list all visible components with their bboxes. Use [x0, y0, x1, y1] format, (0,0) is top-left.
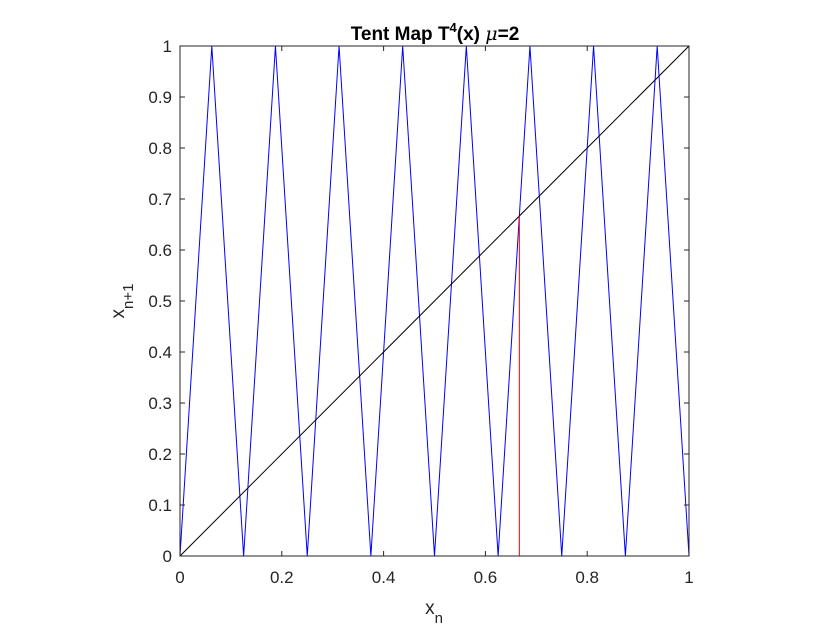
- x-tick-label: 1: [684, 568, 693, 587]
- y-tick-label: 0.7: [148, 190, 172, 209]
- title-mu-symbol: μ: [485, 23, 497, 45]
- x-tick-label: 0.6: [474, 568, 498, 587]
- identity-diagonal-line: [179, 45, 690, 557]
- x-tick-label: 0.8: [575, 568, 599, 587]
- y-tick-label: 0: [163, 547, 172, 566]
- y-tick-label: 0.6: [148, 241, 172, 260]
- title-superscript: 4: [450, 20, 458, 35]
- y-tick-label: 0.1: [148, 496, 172, 515]
- x-axis-label-subscript: n: [435, 610, 443, 627]
- y-tick-label: 0.2: [148, 445, 172, 464]
- y-tick-label: 1: [163, 37, 172, 56]
- title-after-superscript: (x): [457, 24, 486, 45]
- title-suffix: =2: [498, 24, 520, 45]
- y-axis-label: xn+1: [108, 284, 137, 319]
- plot-area: [179, 45, 690, 557]
- chart-title: Tent Map T4(x) μ=2: [351, 20, 520, 45]
- y-axis-label-subscript: n+1: [120, 284, 137, 309]
- y-tick-label: 0.5: [148, 292, 172, 311]
- axes: 0 0.2 0.4 0.6 0.8 1 0 0.1 0.2 0.3 0.4 0.5 0.6 0.7 0.8 0…: [148, 37, 693, 587]
- x-axis-label-base: x: [425, 598, 435, 619]
- x-tick-label: 0.4: [372, 568, 396, 587]
- x-axis-label: xn: [425, 598, 443, 627]
- x-tick-label: 0.2: [270, 568, 294, 587]
- y-tick-label: 0.8: [148, 139, 172, 158]
- y-tick-label: 0.9: [148, 88, 172, 107]
- y-tick-label: 0.3: [148, 394, 172, 413]
- x-tick-label: 0: [175, 568, 184, 587]
- title-main: Tent Map T: [351, 24, 450, 45]
- y-axis-label-base: x: [108, 308, 129, 318]
- y-tick-label: 0.4: [148, 343, 172, 362]
